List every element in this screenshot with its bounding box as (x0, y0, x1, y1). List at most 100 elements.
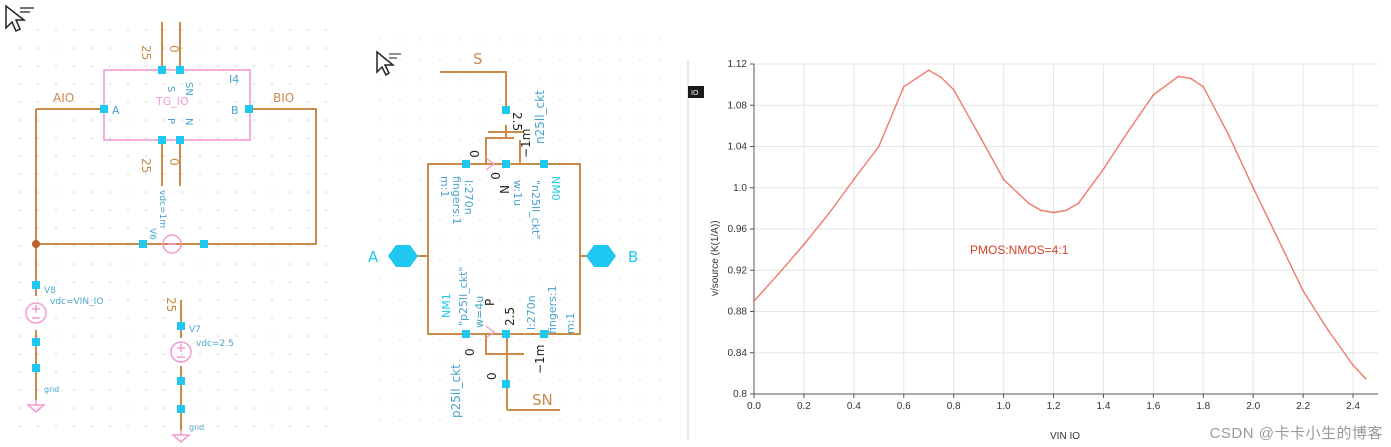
chart-x-label: VIN IO (1050, 431, 1080, 442)
nmos-minus: −1m (519, 129, 533, 158)
y-tick-label: 1.12 (728, 59, 748, 70)
chart-y-label: v/source (K(1/A)) (710, 220, 721, 296)
cell-name: TG_IO (155, 95, 189, 108)
instance-name: I4 (229, 73, 239, 86)
data-point (1302, 289, 1305, 292)
net-label-aio: AIO (53, 91, 74, 105)
y-tick-label: 0.96 (728, 224, 748, 235)
x-tick-label: 2.2 (1296, 401, 1310, 412)
data-point (1102, 168, 1105, 171)
chart-axes (750, 63, 1378, 398)
top-s-value: 25 (139, 45, 153, 60)
nmos-w: w:1u (511, 180, 524, 206)
terminal-s-label: S (473, 50, 483, 68)
data-point (1002, 178, 1005, 181)
data-point (1127, 130, 1130, 132)
x-tick-label: 0.6 (897, 401, 911, 412)
data-point (927, 69, 930, 72)
net-label-bio: BIO (273, 91, 294, 105)
waveform-chart: 0.0 0.2 0.4 0.6 0.8 1.0 1.2 1.4 1.6 1.8 2.0 2.2 2.4 … (687, 59, 1378, 442)
y-tick-label: 0.84 (728, 348, 748, 359)
data-point (952, 88, 955, 91)
nmos-model-quoted: "n25ll_ckt" (529, 180, 542, 239)
v8-param: vdc=VIN_IO (50, 297, 103, 307)
terminal-b-label: B (628, 248, 638, 266)
pmos-instance-name: NM1 (440, 293, 453, 318)
y-tick-label: 1.0 (733, 183, 747, 194)
pin-label-a: A (112, 104, 120, 117)
vdc-source-v8 (25, 302, 47, 324)
data-point (1327, 329, 1329, 331)
data-point (902, 85, 905, 88)
data-point (940, 76, 943, 79)
x-tick-label: 0.4 (847, 401, 861, 412)
pin-label-n: N (183, 118, 194, 125)
chart-annotation: PMOS:NMOS=4:1 (970, 243, 1069, 257)
v7-param: vdc=2.5 (196, 339, 234, 349)
junction-dot (32, 240, 40, 248)
pin-label-p: P (165, 118, 176, 124)
v8-name: V8 (44, 286, 56, 296)
bottom-n-value: 0 (167, 158, 181, 166)
data-point (827, 212, 830, 215)
data-point (1177, 75, 1180, 78)
cursor-icon (5, 4, 34, 33)
x-tick-label: 2.0 (1246, 401, 1260, 412)
x-tick-label: 1.2 (1047, 401, 1061, 412)
data-point (1352, 364, 1354, 367)
x-tick-label: 1.4 (1096, 401, 1110, 412)
vdc-source-v7 (170, 341, 192, 363)
data-point (753, 300, 755, 303)
data-point (1252, 186, 1255, 189)
top-sn-value: 0 (167, 45, 181, 53)
nmos-bulk: 0 (467, 150, 481, 158)
data-point (977, 133, 980, 136)
pmos-bulk-2: 0 (485, 372, 499, 380)
data-point (1052, 211, 1055, 214)
pin-label-b: B (231, 104, 239, 117)
data-point (1277, 238, 1280, 241)
nmos-vbias: 2.5 (510, 112, 524, 131)
nmos-m: m:1 (438, 176, 451, 197)
nmos-instance-name: NM0 (549, 176, 562, 201)
testbench-schematic: I4 TG_IO AIO BIO A B S SN P N 25 0 25 0 … (25, 22, 317, 443)
transmission-gate-schematic: S SN A B n25ll_ckt −1m 2.5 0 0 N m:1 fin… (368, 50, 638, 418)
pin-label-sn: SN (183, 82, 194, 96)
x-tick-label: 0.2 (797, 401, 811, 412)
vdc-source-v6 (162, 234, 182, 254)
ground-symbol-icon (26, 400, 46, 413)
pmos-model: p25ll_ckt (449, 364, 463, 418)
v6-param: vdc=1m (157, 190, 167, 228)
bottom-p-value: 25 (139, 158, 153, 173)
v7-name: V7 (189, 325, 201, 335)
watermark: CSDN @卡卡小生的博客 (1209, 425, 1383, 442)
chart-grid (753, 63, 1378, 395)
pmos-w: w=4u (473, 296, 486, 328)
x-tick-label: 1.8 (1196, 401, 1210, 412)
terminal-sn-label: SN (532, 391, 553, 409)
terminal-b-icon (586, 245, 616, 267)
chart-y-ticks: 0.8 0.84 0.88 0.92 0.96 1.0 1.04 1.08 1.12 (728, 59, 748, 400)
pmos-m: m:1 (564, 313, 577, 334)
data-point (1364, 377, 1367, 380)
pmos-minus: −1m (533, 345, 547, 374)
chart-series-line (753, 69, 1367, 379)
schematic-dot-grid (19, 29, 661, 427)
ground-symbol-icon (171, 430, 191, 443)
data-point (1189, 77, 1192, 80)
nmos-bulk-2: 0 (488, 172, 502, 180)
legend-label: IO (691, 90, 699, 97)
gnd-label: gnd (44, 385, 59, 394)
y-tick-label: 1.04 (728, 142, 748, 153)
pmos-p-pin: P (483, 299, 497, 306)
pmos-vbias: 2.5 (503, 307, 517, 326)
terminal-a-label: A (368, 248, 379, 266)
data-point (1040, 209, 1042, 212)
nmos-fingers: fingers:1 (450, 176, 463, 225)
x-tick-label: 2.4 (1346, 401, 1360, 412)
pmos-model-quoted: "p25ll_ckt" (457, 267, 470, 326)
y-tick-label: 0.88 (728, 307, 748, 318)
chart-x-ticks: 0.0 0.2 0.4 0.6 0.8 1.0 1.2 1.4 1.6 1.8 2.0 2.2 2.4 (747, 401, 1360, 412)
v7-value: 25 (164, 297, 178, 312)
